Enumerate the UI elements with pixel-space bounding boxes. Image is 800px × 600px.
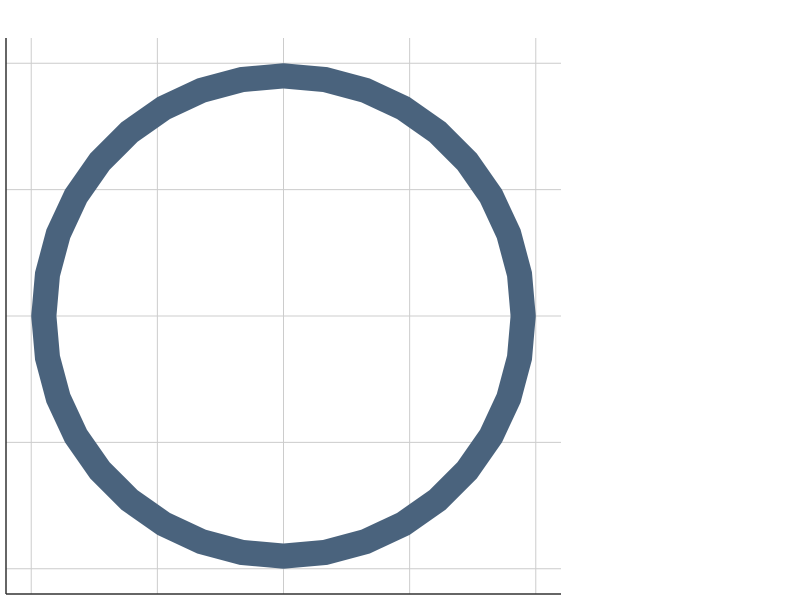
grid-layer [6, 38, 561, 594]
axis-layer [5, 38, 561, 595]
